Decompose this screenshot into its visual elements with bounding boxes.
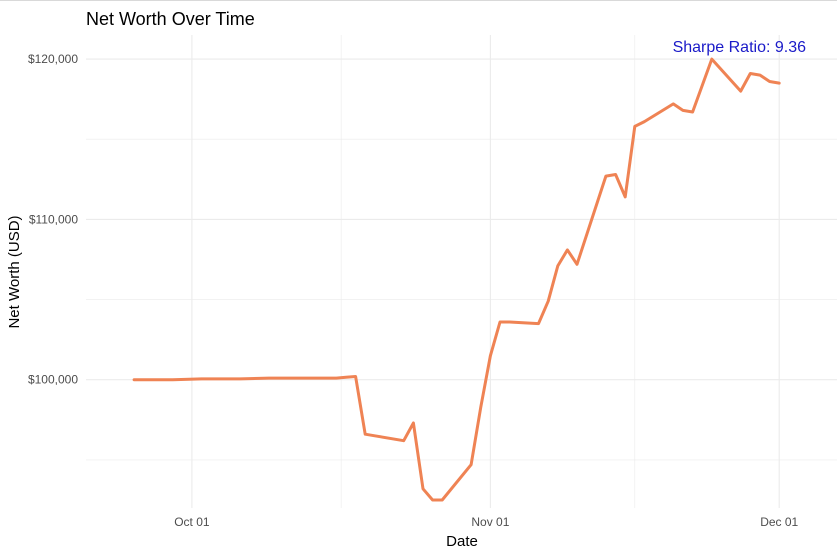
y-tick-label: $100,000: [28, 373, 78, 387]
x-tick-label: Dec 01: [760, 515, 798, 529]
y-axis-label: Net Worth (USD): [6, 215, 23, 328]
axis-layer: Oct 01 Nov 01 Dec 01 $100,000 $110,000 $120,0…: [28, 52, 799, 529]
x-axis-label: Date: [446, 533, 478, 550]
x-tick-label: Nov 01: [471, 515, 509, 529]
x-tick-label: Oct 01: [174, 515, 210, 529]
sharpe-ratio-annotation: Sharpe Ratio: 9.36: [673, 39, 807, 56]
grid-layer: [86, 35, 837, 508]
net-worth-series-line: [132, 57, 781, 502]
chart-title: Net Worth Over Time: [86, 9, 255, 29]
y-tick-label: $120,000: [28, 52, 78, 66]
top-border-line: [0, 0, 837, 1]
series-layer: [132, 57, 781, 502]
y-tick-label: $110,000: [29, 212, 78, 226]
